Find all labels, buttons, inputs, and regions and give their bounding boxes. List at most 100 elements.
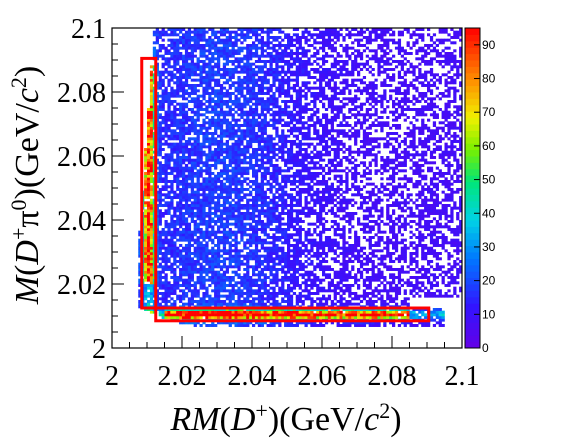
- heatmap-cell: [257, 297, 262, 301]
- heatmap-cell: [179, 30, 183, 34]
- heatmap-cell: [161, 118, 165, 122]
- heatmap-cell: [173, 129, 177, 133]
- heatmap-cell: [196, 241, 200, 245]
- heatmap-cell: [316, 254, 320, 258]
- heatmap-cell: [170, 214, 174, 218]
- heatmap-cell: [289, 217, 294, 221]
- heatmap-cell: [208, 62, 212, 66]
- heatmap-cell: [260, 302, 264, 306]
- heatmap-cell: [158, 313, 162, 317]
- heatmap-cell: [301, 65, 305, 69]
- heatmap-cell: [184, 254, 189, 258]
- heatmap-cell: [161, 166, 165, 170]
- heatmap-cell: [211, 57, 215, 61]
- heatmap-cell: [287, 321, 291, 325]
- heatmap-cell: [295, 174, 299, 178]
- heatmap-cell: [298, 150, 302, 154]
- heatmap-cell: [249, 97, 253, 101]
- heatmap-cell: [240, 169, 244, 173]
- heatmap-cell: [257, 166, 262, 170]
- heatmap-cell: [196, 156, 200, 159]
- heatmap-cell: [225, 321, 229, 325]
- heatmap-cell: [196, 310, 200, 314]
- heatmap-cell: [310, 36, 314, 39]
- heatmap-cell: [208, 316, 212, 319]
- heatmap-cell: [193, 212, 197, 215]
- heatmap-cell: [292, 86, 297, 90]
- heatmap-cell: [152, 46, 157, 50]
- heatmap-cell: [225, 124, 229, 127]
- heatmap-cell: [161, 78, 165, 82]
- heatmap-cell: [182, 158, 186, 162]
- heatmap-cell: [199, 172, 203, 175]
- heatmap-cell: [289, 220, 294, 223]
- heatmap-cell: [193, 190, 197, 194]
- heatmap-cell: [217, 198, 221, 202]
- heatmap-cell: [170, 182, 174, 186]
- heatmap-cell: [176, 214, 180, 218]
- heatmap-cell: [269, 260, 273, 263]
- heatmap-cell: [298, 89, 302, 93]
- heatmap-cell: [249, 292, 253, 295]
- heatmap-cell: [214, 81, 218, 85]
- heatmap-cell: [252, 134, 256, 138]
- heatmap-cell: [313, 273, 317, 277]
- heatmap-cell: [263, 222, 267, 226]
- heatmap-cell: [173, 161, 177, 165]
- heatmap-cell: [147, 212, 151, 215]
- heatmap-cell: [287, 228, 291, 231]
- heatmap-cell: [266, 225, 270, 229]
- heatmap-cell: [295, 249, 299, 253]
- heatmap-cell: [205, 236, 209, 239]
- heatmap-cell: [243, 118, 247, 122]
- heatmap-cell: [208, 41, 212, 45]
- heatmap-cell: [269, 86, 273, 90]
- heatmap-cell: [298, 209, 302, 213]
- heatmap-cell: [281, 57, 285, 61]
- heatmap-cell: [246, 76, 250, 79]
- heatmap-cell: [161, 268, 165, 271]
- heatmap-cell: [217, 100, 221, 103]
- heatmap-cell: [176, 148, 180, 151]
- heatmap-cell: [243, 121, 247, 125]
- heatmap-cell: [182, 166, 186, 170]
- heatmap-cell: [272, 289, 276, 293]
- heatmap-cell: [295, 268, 299, 271]
- heatmap-cell: [237, 190, 241, 194]
- heatmap-cell: [144, 172, 148, 175]
- heatmap-cell: [231, 188, 235, 191]
- heatmap-cell: [243, 129, 247, 133]
- heatmap-cell: [287, 324, 291, 327]
- heatmap-cell: [217, 316, 221, 319]
- heatmap-cell: [263, 310, 267, 314]
- heatmap-cell: [179, 86, 183, 90]
- heatmap-cell: [298, 68, 302, 71]
- heatmap-cell: [246, 28, 250, 31]
- heatmap-cell: [208, 313, 212, 317]
- heatmap-cell: [164, 265, 168, 269]
- heatmap-cell: [272, 302, 276, 306]
- heatmap-cell: [144, 292, 148, 295]
- heatmap-cell: [222, 185, 227, 189]
- heatmap-cell: [254, 238, 259, 242]
- heatmap-cell: [187, 300, 192, 303]
- heatmap-cell: [284, 292, 288, 295]
- heatmap-cell: [281, 134, 285, 138]
- heatmap-cell: [304, 254, 308, 258]
- heatmap-cell: [208, 102, 212, 106]
- heatmap-cell: [155, 86, 159, 90]
- heatmap-cell: [182, 153, 186, 157]
- heatmap-cell: [199, 284, 203, 287]
- heatmap-cell: [246, 86, 250, 90]
- heatmap-cell: [237, 276, 241, 279]
- heatmap-cell: [304, 188, 308, 191]
- heatmap-cell: [304, 278, 308, 282]
- heatmap-cell: [147, 292, 151, 295]
- heatmap-cell: [254, 44, 259, 47]
- heatmap-cell: [179, 70, 183, 74]
- heatmap-cell: [176, 84, 180, 87]
- heatmap-cell: [295, 68, 299, 71]
- heatmap-cell: [208, 97, 212, 101]
- heatmap-cell: [295, 137, 299, 141]
- heatmap-cell: [155, 52, 159, 55]
